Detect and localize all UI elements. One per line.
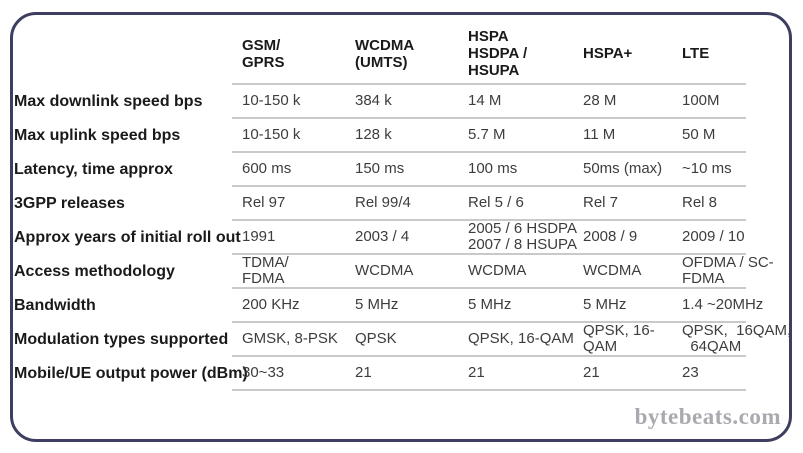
row-label: Approx years of initial roll out (14, 228, 241, 246)
cell: 21 (468, 356, 583, 391)
cell: 1991 (232, 220, 355, 255)
row-label: Max uplink speed bps (14, 126, 181, 144)
cell: 23 (682, 356, 746, 391)
cell: 5 MHz (468, 288, 583, 323)
row-label: 3GPP releases (14, 194, 125, 212)
table-row: Modulation types supported GMSK, 8-PSK Q… (14, 322, 791, 357)
row-label: Access methodology (14, 262, 175, 280)
cell: QPSK (355, 322, 468, 357)
corner-cell (14, 24, 232, 84)
row-label: Bandwidth (14, 296, 96, 314)
cell: 10-150 k (232, 84, 355, 119)
cell: 21 (583, 356, 682, 391)
cell: 5 MHz (583, 288, 682, 323)
cell: Rel 8 (682, 186, 746, 221)
cell: 21 (355, 356, 468, 391)
cell: WCDMA (583, 254, 682, 289)
cell: 10-150 k (232, 118, 355, 153)
cell: 384 k (355, 84, 468, 119)
column-header-wcdma-umts: WCDMA (UMTS) (355, 24, 468, 85)
watermark: bytebeats.com (634, 404, 781, 429)
technology-comparison-table: GSM/ GPRS WCDMA (UMTS) HSPA HSDPA / HSUP… (14, 24, 791, 391)
cell: 5.7 M (468, 118, 583, 153)
table-row: Max downlink speed bps 10-150 k 384 k 14… (14, 84, 746, 119)
cell: WCDMA (355, 254, 468, 289)
cell: 2005 / 6 HSDPA 2007 / 8 HSUPA (468, 220, 583, 255)
cell: 200 KHz (232, 288, 355, 323)
cell: 100 ms (468, 152, 583, 187)
cell: QPSK, 16- QAM (583, 322, 682, 357)
table-row: Access methodology TDMA/ FDMA WCDMA WCDM… (14, 254, 774, 289)
cell: 2009 / 10 (682, 220, 746, 255)
cell: 2008 / 9 (583, 220, 682, 255)
cell: 14 M (468, 84, 583, 119)
cell: 128 k (355, 118, 468, 153)
cell: 50 M (682, 118, 746, 153)
row-label: Max downlink speed bps (14, 92, 203, 110)
cell: QPSK, 16QAM, 64QAM (682, 322, 791, 357)
row-label: Mobile/UE output power (dBm) (14, 364, 248, 382)
column-header-gsm-gprs: GSM/ GPRS (232, 24, 355, 85)
table-row: Mobile/UE output power (dBm) 30~33 21 21… (14, 356, 746, 391)
cell: 30~33 (232, 356, 355, 391)
cell: 2003 / 4 (355, 220, 468, 255)
cell: TDMA/ FDMA (232, 254, 355, 289)
cell: 5 MHz (355, 288, 468, 323)
row-label: Latency, time approx (14, 160, 173, 178)
table-row: Max uplink speed bps 10-150 k 128 k 5.7 … (14, 118, 746, 153)
cell: 150 ms (355, 152, 468, 187)
cell: ~10 ms (682, 152, 746, 187)
cell: 50ms (max) (583, 152, 682, 187)
cell: 100M (682, 84, 746, 119)
cell: 600 ms (232, 152, 355, 187)
column-header-hspa-plus: HSPA+ (583, 24, 682, 85)
table-row: Bandwidth 200 KHz 5 MHz 5 MHz 5 MHz 1.4 … (14, 288, 763, 323)
header-row: GSM/ GPRS WCDMA (UMTS) HSPA HSDPA / HSUP… (14, 24, 746, 85)
cell: QPSK, 16-QAM (468, 322, 583, 357)
cell: 11 M (583, 118, 682, 153)
table-row: Latency, time approx 600 ms 150 ms 100 m… (14, 152, 746, 187)
table-row: Approx years of initial roll out 1991 20… (14, 220, 746, 255)
table-row: 3GPP releases Rel 97 Rel 99/4 Rel 5 / 6 … (14, 186, 746, 221)
cell: 28 M (583, 84, 682, 119)
cell: Rel 99/4 (355, 186, 468, 221)
cell: OFDMA / SC- FDMA (682, 254, 774, 289)
cell: Rel 7 (583, 186, 682, 221)
row-label: Modulation types supported (14, 330, 229, 348)
cell: Rel 5 / 6 (468, 186, 583, 221)
cell: 1.4 ~20MHz (682, 288, 763, 323)
cell: Rel 97 (232, 186, 355, 221)
column-header-hspa: HSPA HSDPA / HSUPA (468, 24, 583, 85)
cell: WCDMA (468, 254, 583, 289)
cell: GMSK, 8-PSK (232, 322, 355, 357)
column-header-lte: LTE (682, 24, 746, 85)
